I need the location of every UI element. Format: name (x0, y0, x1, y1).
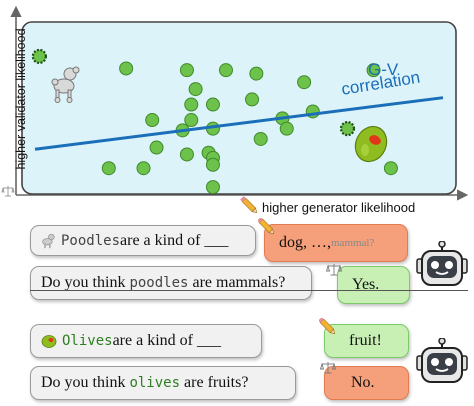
robot-icon (416, 338, 468, 383)
scatter-point (245, 92, 260, 107)
faded-answer-text: mammal? (331, 237, 375, 249)
olive-icon (41, 335, 57, 348)
y-axis-label: higher validator likelihood (14, 28, 28, 170)
trend-label-line1: G-V (368, 60, 399, 79)
scatter-point (184, 97, 199, 112)
answer-text: No. (351, 374, 375, 391)
scatter-point (205, 157, 220, 172)
olive-word: olives (129, 375, 181, 391)
poodle-icon (51, 66, 80, 103)
answer-text: Yes. (352, 276, 380, 293)
poodle-validator-answer: Yes. (337, 266, 410, 304)
pencil-icon (258, 218, 275, 235)
highlighted-point-poodle (31, 48, 47, 65)
scatter-point (253, 131, 268, 146)
scatter-point (383, 161, 398, 176)
scatter-point (179, 63, 194, 78)
scale-icon (320, 362, 336, 374)
pencil-icon (240, 196, 258, 214)
scatter-point (179, 147, 194, 162)
scatter-point (188, 82, 203, 97)
trend-line (34, 96, 444, 151)
scatter-point (184, 113, 199, 128)
olive-generator-answer: fruit! (324, 324, 409, 358)
scatter-point (366, 63, 381, 78)
prompt-text: are mammals? (192, 274, 286, 291)
scatter-point (218, 63, 233, 78)
prompt-text: Do you think (41, 374, 126, 391)
scatter-point (205, 97, 220, 112)
olive-validator-answer: No. (324, 366, 409, 400)
robot-icon (416, 241, 468, 286)
prompt-text: are a kind of ___ (112, 332, 221, 349)
poodle-generator-prompt: Poodles are a kind of ___ (30, 225, 256, 256)
olive-validator-prompt: Do you think olives are fruits? (30, 366, 296, 400)
scatter-point (101, 161, 116, 176)
olive-generator-prompt: Olives are a kind of ___ (30, 324, 262, 358)
scatter-point (297, 75, 312, 90)
scatter-point (249, 66, 264, 81)
scatter-point (119, 61, 134, 76)
scatter-point (279, 121, 294, 136)
pencil-icon (319, 318, 336, 335)
answer-text: dog, …, (279, 234, 331, 251)
scatter-point (136, 161, 151, 176)
poodle-icon (42, 233, 55, 248)
scatter-point (205, 180, 220, 195)
prompt-text: are fruits? (184, 374, 249, 391)
highlighted-point-olive (339, 121, 356, 137)
prompt-text: Do you think (41, 274, 126, 291)
poodle-generator-answer: dog, …, mammal? (264, 224, 408, 262)
gv-scatter-plot (1, 5, 469, 214)
section-divider (30, 290, 468, 291)
olive-icon (354, 125, 388, 163)
olive-word: Olives (62, 333, 113, 349)
answer-text: fruit! (349, 332, 382, 349)
poodle-word: poodles (129, 275, 189, 291)
scale-icon (1, 186, 15, 197)
scale-icon (326, 264, 342, 276)
poodle-validator-prompt: Do you think poodles are mammals? (30, 266, 312, 300)
scatter-point (145, 113, 160, 128)
x-axis-label: higher generator likelihood (262, 200, 416, 215)
poodle-word: Poodles (61, 232, 121, 249)
prompt-text: are a kind of ___ (120, 231, 229, 249)
scatter-point (149, 140, 164, 155)
